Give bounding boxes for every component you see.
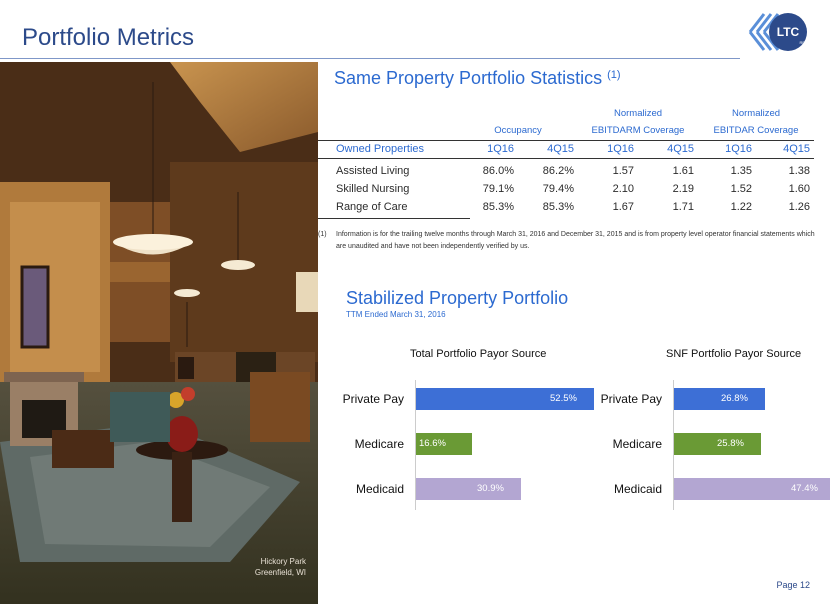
- category-label: Medicare: [354, 437, 404, 451]
- table-cell: 1.22: [730, 201, 752, 213]
- stats-table: Normalized Normalized Occupancy EBITDARM…: [318, 104, 814, 216]
- table-cell: 85.3%: [542, 201, 574, 213]
- bar-medicare: [416, 433, 472, 455]
- table-cell: 85.3%: [482, 201, 514, 213]
- bar-medicaid: [416, 478, 521, 500]
- column-header: 1Q16: [458, 139, 518, 159]
- table-cell: 1.60: [788, 183, 810, 195]
- bar-value-label: 30.9%: [477, 483, 504, 494]
- table-row: Skilled Nursing 79.1% 79.4% 2.10 2.19 1.…: [318, 180, 814, 198]
- stats-title: Same Property Portfolio Statistics (1): [334, 68, 621, 89]
- table-cell: 1.71: [672, 201, 694, 213]
- table-cell: 1.61: [672, 165, 694, 177]
- table-cell: 1.38: [788, 165, 810, 177]
- category-label: Medicaid: [355, 482, 404, 496]
- logo-subtext: REIT: [799, 40, 809, 45]
- chart-title-total: Total Portfolio Payor Source: [410, 348, 547, 360]
- photo-caption: Hickory Park Greenfield, WI: [255, 556, 306, 578]
- column-header: 4Q15: [638, 139, 698, 159]
- table-cell: Assisted Living: [336, 165, 410, 177]
- table-cell: 1.35: [730, 165, 752, 177]
- group-header: Normalized: [613, 107, 663, 119]
- table-cell: 86.2%: [542, 165, 574, 177]
- group-header: EBITDARM Coverage: [591, 125, 685, 137]
- stats-title-text: Same Property Portfolio Statistics: [334, 68, 603, 88]
- column-header: 4Q15: [756, 139, 814, 159]
- table-cell: 1.67: [612, 201, 634, 213]
- chart-axis-snf: [673, 380, 674, 510]
- lobby-photo: Hickory Park Greenfield, WI: [0, 62, 318, 604]
- stats-title-note: (1): [607, 69, 621, 81]
- table-cell: Skilled Nursing: [336, 183, 410, 195]
- table-row: Range of Care 85.3% 85.3% 1.67 1.71 1.22…: [318, 198, 814, 216]
- group-header: [458, 104, 578, 122]
- table-row: Assisted Living 86.0% 86.2% 1.57 1.61 1.…: [318, 162, 814, 180]
- bar-private-pay: [674, 388, 765, 410]
- column-header: Owned Properties: [318, 139, 458, 159]
- bar-medicare: [674, 433, 761, 455]
- category-label: Medicaid: [613, 482, 662, 496]
- footnote-number: (1): [318, 231, 327, 238]
- table-cell: 2.10: [612, 183, 634, 195]
- caption-location: Greenfield, WI: [254, 568, 306, 577]
- column-header: 1Q16: [698, 139, 756, 159]
- table-cell: 79.4%: [542, 183, 574, 195]
- bar-medicaid: [674, 478, 830, 500]
- table-cell: 1.57: [612, 165, 634, 177]
- bar-value-label: 16.6%: [419, 438, 446, 449]
- page-number: Page 12: [776, 580, 810, 590]
- bar-value-label: 47.4%: [791, 483, 818, 494]
- footnote-rule: [318, 218, 470, 219]
- group-header: Normalized: [731, 107, 781, 119]
- group-header: EBITDAR Coverage: [713, 125, 799, 137]
- page-title: Portfolio Metrics: [22, 24, 195, 51]
- category-label: Private Pay: [342, 392, 404, 406]
- stabilized-subtitle: TTM Ended March 31, 2016: [346, 310, 446, 319]
- table-cell: Range of Care: [336, 201, 408, 213]
- table-cell: 1.52: [730, 183, 752, 195]
- column-header-row: Owned Properties 1Q16 4Q15 1Q16 4Q15 1Q1…: [318, 139, 814, 159]
- group-header: Occupancy: [494, 125, 542, 137]
- ltc-logo: LTC REIT: [748, 13, 809, 51]
- group-header-row-1: Normalized Normalized: [318, 104, 814, 122]
- table-cell: 86.0%: [482, 165, 514, 177]
- lobby-illustration: [0, 62, 318, 604]
- table-cell: 79.1%: [482, 183, 514, 195]
- logo-text: LTC: [777, 25, 800, 39]
- bar-value-label: 25.8%: [717, 438, 744, 449]
- caption-name: Hickory Park: [260, 557, 306, 566]
- chart-axis-total: [415, 380, 416, 510]
- column-header: 1Q16: [578, 139, 638, 159]
- category-label: Private Pay: [600, 392, 662, 406]
- group-header-row-2: Occupancy EBITDARM Coverage EBITDAR Cove…: [318, 122, 814, 140]
- bar-value-label: 26.8%: [721, 393, 748, 404]
- chart-title-snf: SNF Portfolio Payor Source: [666, 348, 802, 360]
- column-header: 4Q15: [518, 139, 578, 159]
- category-label: Medicare: [612, 437, 662, 451]
- stabilized-title: Stabilized Property Portfolio: [346, 288, 569, 308]
- bar-private-pay: [416, 388, 594, 410]
- bar-value-label: 52.5%: [550, 393, 577, 404]
- footnote-text: Information is for the trailing twelve m…: [336, 231, 815, 250]
- footnote: (1) Information is for the trailing twel…: [318, 229, 818, 253]
- table-cell: 1.26: [788, 201, 810, 213]
- title-rule: [0, 58, 740, 59]
- table-cell: 2.19: [672, 183, 694, 195]
